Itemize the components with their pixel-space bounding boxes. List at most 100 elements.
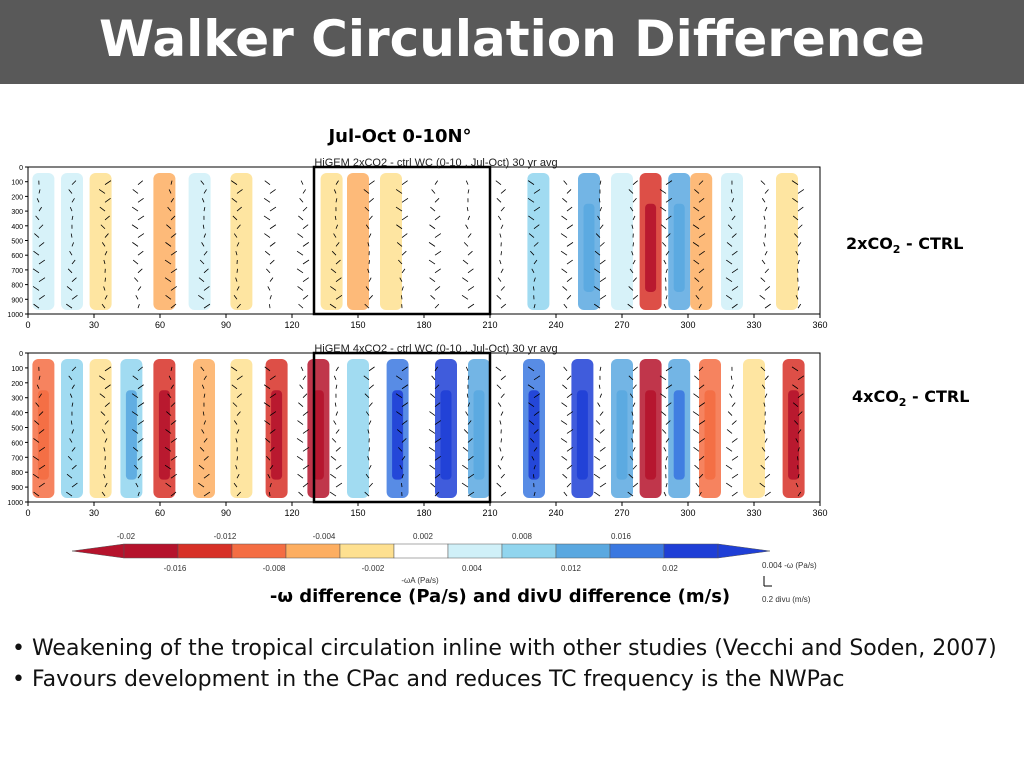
shaded-core	[673, 390, 685, 480]
wind-arrow	[401, 483, 403, 488]
wind-arrow	[164, 259, 172, 265]
wind-arrow	[267, 473, 271, 479]
wind-arrow	[797, 303, 802, 309]
wind-arrow	[296, 455, 304, 461]
wind-arrow	[797, 206, 804, 212]
x-tick-label: 240	[548, 508, 563, 518]
wind-arrow	[566, 411, 574, 416]
wind-arrow	[467, 303, 475, 309]
wind-arrow	[368, 447, 370, 452]
wind-arrow	[68, 375, 73, 381]
x-tick-label: 150	[350, 508, 365, 518]
wind-arrow	[103, 286, 106, 291]
wind-arrow	[38, 447, 46, 452]
wind-arrow	[236, 286, 240, 291]
wind-arrow	[665, 420, 671, 425]
wind-arrow	[731, 420, 737, 425]
wind-arrow	[628, 375, 634, 381]
wind-arrow	[599, 294, 607, 300]
wind-arrow	[71, 242, 74, 247]
wind-arrow	[302, 224, 309, 230]
wind-arrow	[36, 384, 40, 389]
y-tick-label: 100	[11, 180, 23, 187]
y-tick-label: 600	[11, 253, 23, 260]
wind-arrow	[236, 473, 240, 479]
shaded-column	[61, 359, 83, 498]
wind-arrow	[269, 482, 272, 488]
wind-arrow	[132, 189, 139, 194]
wind-arrow	[68, 189, 73, 194]
y-tick-label: 900	[11, 485, 23, 492]
wind-arrow	[269, 259, 275, 265]
wind-arrow	[698, 197, 705, 203]
wind-arrow	[731, 455, 739, 461]
wind-arrow	[300, 366, 304, 372]
wind-arrow	[335, 294, 343, 300]
wind-arrow	[137, 215, 145, 221]
wind-arrow	[665, 402, 672, 407]
wind-arrow	[69, 393, 73, 398]
wind-arrow	[434, 420, 442, 425]
wind-arrow	[368, 482, 373, 488]
wind-arrow	[401, 295, 403, 300]
shaded-column	[61, 173, 83, 310]
wind-arrow	[797, 456, 799, 461]
wind-arrow	[170, 491, 177, 497]
x-tick-label: 90	[221, 508, 231, 518]
wind-arrow	[203, 268, 209, 274]
wind-arrow	[500, 393, 505, 398]
wind-arrow	[434, 366, 438, 372]
wind-arrow	[70, 233, 73, 238]
wind-arrow	[33, 438, 40, 443]
wind-arrow	[170, 268, 178, 274]
y-tick-label: 0	[19, 351, 23, 358]
wind-arrow	[38, 411, 44, 416]
wind-arrow	[302, 206, 308, 212]
wind-arrow	[729, 206, 733, 212]
y-tick-label: 900	[11, 297, 23, 304]
shaded-column	[193, 359, 215, 498]
wind-arrow	[496, 295, 502, 300]
wind-arrow	[104, 482, 108, 488]
wind-arrow	[566, 375, 572, 381]
wind-arrow	[663, 447, 667, 452]
shaded-core	[583, 203, 595, 292]
wind-arrow	[599, 429, 605, 434]
wind-arrow	[330, 473, 337, 479]
shaded-core	[788, 390, 800, 480]
wind-arrow	[665, 180, 673, 185]
wind-arrow	[627, 491, 634, 497]
title-bar	[0, 0, 1024, 84]
shaded-core	[645, 203, 657, 292]
wind-arrow	[797, 242, 802, 247]
wind-arrow	[269, 393, 277, 399]
row-label-2xco2: 2xCO2 - CTRL	[846, 234, 963, 256]
x-tick-label: 150	[350, 320, 365, 330]
wind-arrow	[434, 473, 441, 479]
shaded-column	[380, 173, 402, 310]
wind-arrow	[302, 429, 310, 434]
wind-arrow	[203, 438, 208, 443]
wind-arrow	[499, 233, 502, 238]
wind-arrow	[269, 189, 276, 194]
wind-arrow	[165, 242, 172, 247]
wind-arrow	[760, 277, 766, 282]
wind-arrow	[500, 411, 504, 416]
wind-arrow	[500, 303, 507, 309]
wind-arrow	[434, 303, 440, 309]
wind-arrow	[663, 303, 667, 309]
wind-arrow	[759, 482, 766, 488]
wind-arrow	[731, 473, 739, 479]
wind-arrow	[563, 180, 568, 185]
wind-arrow	[269, 224, 277, 230]
row-label-4x-sub: 2	[898, 396, 907, 410]
wind-arrow	[763, 242, 766, 247]
wind-arrow	[32, 473, 40, 479]
wind-arrow	[467, 189, 470, 194]
wind-arrow	[628, 189, 634, 194]
wind-arrow	[137, 438, 144, 443]
wind-arrow	[797, 189, 805, 194]
wind-arrow	[32, 268, 40, 274]
wind-arrow	[333, 233, 337, 238]
wind-arrow	[725, 482, 733, 488]
